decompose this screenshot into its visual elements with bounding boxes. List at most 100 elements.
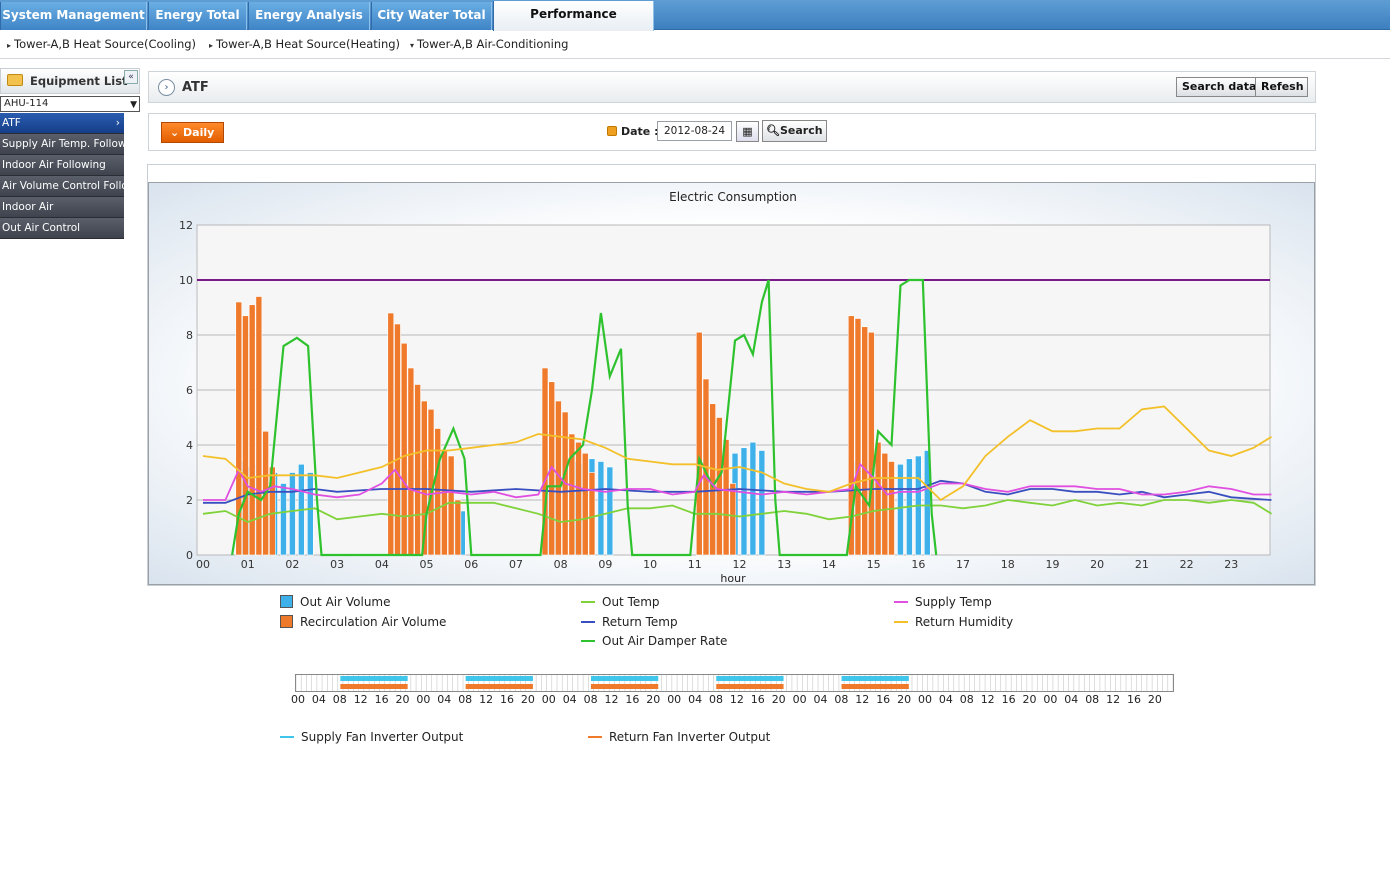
timeline-tick-label: 00 [291, 693, 305, 706]
bar [716, 417, 723, 556]
sidebar-item-label: Out Air Control [2, 222, 81, 234]
bar [575, 441, 582, 556]
timeline-tick-label: 04 [311, 693, 326, 706]
y-tick-label: 0 [186, 549, 193, 562]
calendar-icon[interactable]: ▦ [736, 121, 759, 142]
x-tick-label: 20 [1090, 558, 1104, 571]
bar [709, 403, 716, 556]
x-tick-label: 09 [598, 558, 612, 571]
bar [387, 312, 395, 556]
sidebar-item-out-air-control[interactable]: Out Air Control [0, 218, 124, 239]
x-tick-label: 02 [285, 558, 299, 571]
bar [289, 472, 296, 556]
equipment-select[interactable]: AHU-114 ▼ [0, 96, 140, 112]
timeline-tick-label: 20 [771, 693, 786, 706]
timeline-tick-label: 08 [332, 693, 347, 706]
legend-item: Return Humidity [894, 615, 1013, 629]
timeline-tick-label: 08 [458, 693, 473, 706]
tab-city-water-total[interactable]: City Water Total [371, 2, 492, 30]
date-field[interactable] [657, 121, 732, 141]
sidebar-item-label: ATF [2, 117, 21, 129]
sidebar-item-supply-air-temp[interactable]: Supply Air Temp. Following [0, 134, 124, 155]
timeline-tick-label: 00 [918, 693, 932, 706]
daily-dropdown-button[interactable]: ⌄ Daily [161, 122, 224, 143]
collapse-icon[interactable]: « [124, 70, 138, 84]
chevron-down-icon: ⌄ [170, 126, 184, 139]
timeline-tick-label: 12 [604, 693, 619, 706]
bar [847, 315, 855, 556]
subnav-air-conditioning[interactable]: ▾ Tower-A,B Air-Conditioning [410, 37, 568, 51]
search-data-button[interactable]: Search data [1176, 77, 1263, 97]
bar [242, 315, 249, 556]
legend-swatch [280, 736, 294, 738]
y-tick-label: 8 [186, 329, 193, 342]
subnav-heat-source-cooling[interactable]: ▸ Tower-A,B Heat Source(Cooling) [7, 37, 196, 51]
x-tick-label: 12 [733, 558, 747, 571]
legend-item: Out Air Volume [280, 595, 391, 609]
sidebar-item-air-volume-control[interactable]: Air Volume Control Following [0, 176, 124, 197]
filter-panel: ⌄ Daily Date : ▦ 🔍︎Search [148, 113, 1316, 151]
fan-timeline-svg [295, 675, 1174, 691]
bar [749, 441, 757, 556]
x-tick-label: 13 [777, 558, 791, 571]
x-tick-label: 14 [822, 558, 836, 571]
legend-swatch [581, 640, 595, 642]
timeline-tick-label: 08 [834, 693, 849, 706]
folder-icon [7, 74, 23, 86]
refresh-button[interactable]: Refesh [1255, 77, 1308, 97]
legend-label: Return Fan Inverter Output [609, 730, 771, 744]
tab-performance-evaluation[interactable]: Performance Evaluation [493, 1, 654, 47]
tab-energy-analysis[interactable]: Energy Analysis [248, 2, 370, 30]
bar [897, 463, 904, 556]
sidebar-item-indoor-air-following[interactable]: Indoor Air Following [0, 155, 124, 176]
bar [307, 472, 314, 556]
bar [255, 296, 263, 556]
subnav-heat-source-heating[interactable]: ▸ Tower-A,B Heat Source(Heating) [209, 37, 400, 51]
sidebar-item-indoor-air[interactable]: Indoor Air [0, 197, 124, 218]
bar [280, 483, 287, 556]
timeline-tick-label: 20 [646, 693, 661, 706]
timeline-tick-label: 04 [437, 693, 452, 706]
timeline-tick-label: 00 [792, 693, 807, 706]
bar [400, 342, 408, 556]
date-label: Date : [621, 125, 659, 138]
subnav-label: Tower-A,B Heat Source(Heating) [216, 37, 401, 51]
x-tick-label: 04 [375, 558, 389, 571]
page-title: ATF [182, 80, 209, 95]
legend-label: Out Air Damper Rate [602, 634, 728, 648]
bar [861, 326, 868, 556]
fan-timeline [295, 674, 1174, 692]
timeline-tick-label: 00 [667, 693, 682, 706]
sidebar-item-atf[interactable]: ATF › [0, 113, 124, 134]
y-tick-label: 6 [186, 384, 193, 397]
legend-item: Out Temp [581, 595, 660, 609]
legend-label: Return Temp [602, 615, 678, 629]
search-label: Search [779, 124, 823, 137]
legend-swatch [581, 601, 595, 603]
bar [740, 447, 748, 556]
y-tick-label: 2 [186, 494, 193, 507]
legend-item: Supply Temp [894, 595, 992, 609]
daily-label: Daily [183, 126, 215, 139]
series-line [202, 499, 1272, 523]
bar [421, 400, 428, 556]
tab-system-management[interactable]: System Management [0, 2, 147, 30]
chart-frame: 0 2 4 6 8 10 12 00 01 02 03 04 05 06 07 08 09 10 11 12 13 14 1… [148, 182, 1315, 585]
timeline-tick-label: 04 [562, 693, 577, 706]
bar [854, 318, 862, 556]
series-line [231, 278, 938, 557]
chart-title: Electric Consumption [669, 190, 797, 204]
bar [606, 466, 614, 556]
legend-item: Return Temp [581, 615, 678, 629]
top-tab-bar: System Management Energy Total Energy An… [0, 0, 1390, 47]
y-tick-label: 10 [179, 274, 193, 287]
x-tick-label: 19 [1045, 558, 1059, 571]
x-tick-label: 17 [956, 558, 970, 571]
bar [758, 450, 766, 556]
calendar-bullet-icon [607, 126, 617, 136]
x-tick-label: 15 [867, 558, 881, 571]
search-button[interactable]: 🔍︎Search [762, 120, 827, 142]
legend-swatch [280, 615, 293, 628]
timeline-tick-label: 08 [959, 693, 974, 706]
tab-energy-total[interactable]: Energy Total [148, 2, 247, 30]
